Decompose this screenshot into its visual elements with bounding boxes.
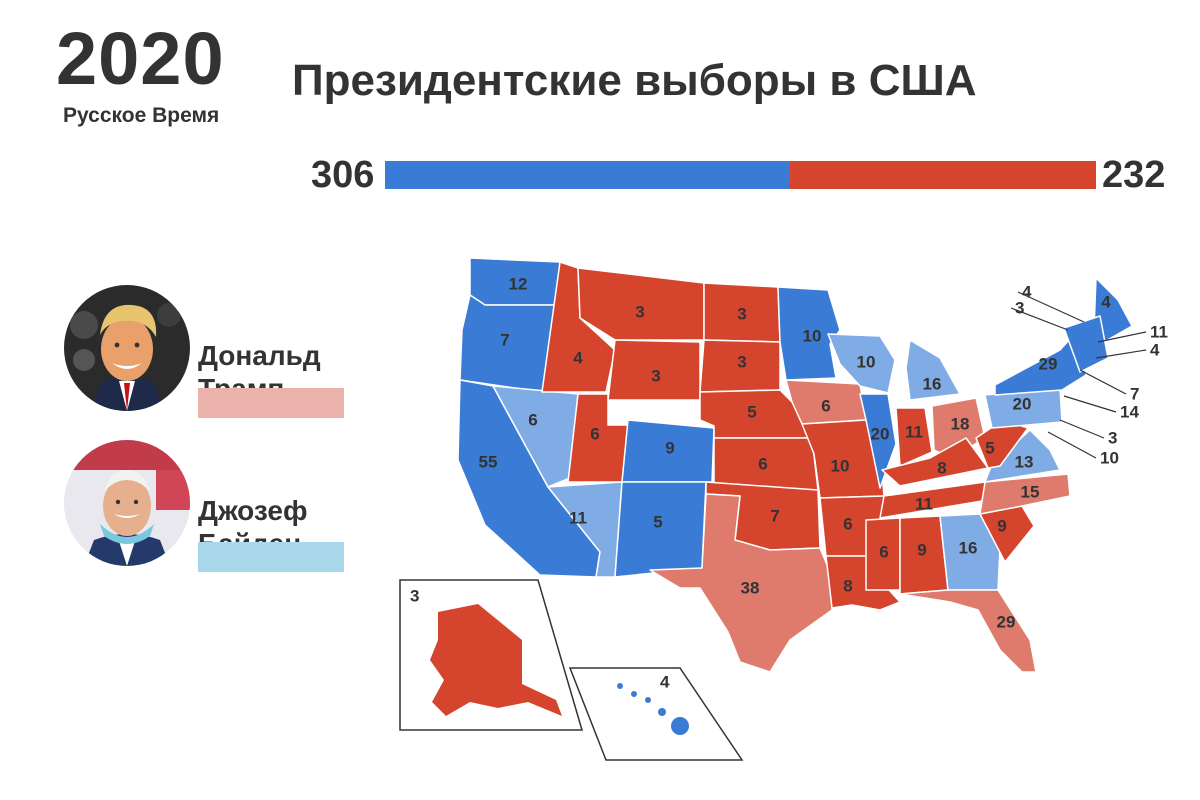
electoral-votes-ks: 6 <box>758 455 767 474</box>
electoral-votes-nd: 3 <box>737 305 746 324</box>
electoral-votes-nm: 5 <box>653 513 662 532</box>
electoral-votes-nh: 4 <box>1022 283 1032 302</box>
electoral-votes-la: 8 <box>843 577 852 596</box>
electoral-votes-nj: 14 <box>1120 403 1139 422</box>
electoral-votes-ky: 8 <box>937 459 946 478</box>
electoral-votes-ca: 55 <box>479 453 498 472</box>
biden-first-name: Джозеф <box>198 495 308 526</box>
electoral-votes-id: 4 <box>573 349 583 368</box>
electoral-votes-ms: 6 <box>879 543 888 562</box>
hawaii-island-3 <box>645 697 651 703</box>
callout-line-de <box>1059 419 1105 439</box>
electoral-votes-ak: 3 <box>410 587 419 606</box>
electoral-votes-vt: 3 <box>1015 299 1024 318</box>
electoral-votes-va: 13 <box>1015 453 1034 472</box>
electoral-votes-pa: 20 <box>1013 395 1032 414</box>
electoral-votes-ia: 6 <box>821 397 830 416</box>
callout-line-ma <box>1097 331 1147 343</box>
electoral-votes-ok: 7 <box>770 507 779 526</box>
trump-name: Дональд Трамп <box>198 340 321 406</box>
state-tx <box>649 493 833 673</box>
biden-avatar <box>64 440 190 566</box>
electoral-votes-wy: 3 <box>651 367 660 386</box>
electoral-votes-hi: 4 <box>660 673 670 692</box>
electoral-votes-sc: 9 <box>997 517 1006 536</box>
electoral-votes-de: 3 <box>1108 429 1117 448</box>
hawaii-island-2 <box>631 691 637 697</box>
electoral-votes-md: 10 <box>1100 449 1119 468</box>
hawaii-island-5 <box>671 717 689 735</box>
trump-avatar <box>64 285 190 411</box>
electoral-votes-ny: 29 <box>1039 355 1058 374</box>
map-insets <box>399 579 744 761</box>
brand-label: Русское Время <box>63 104 220 127</box>
trump-first-name: Дональд <box>198 340 321 371</box>
electoral-votes-sd: 3 <box>737 353 746 372</box>
hawaii-island-1 <box>617 683 623 689</box>
hawaii-inset-frame <box>568 667 744 761</box>
state-in <box>895 407 933 467</box>
electoral-votes-me: 4 <box>1101 293 1111 312</box>
state-mt <box>577 267 705 341</box>
state-fl <box>899 589 1037 673</box>
state-il <box>859 393 897 489</box>
electoral-votes-ga: 16 <box>959 539 978 558</box>
electoral-votes-mo: 10 <box>831 457 850 476</box>
electoral-votes-or: 7 <box>500 331 509 350</box>
page-title: Президентские выборы в США <box>292 56 977 105</box>
electoral-votes-nv: 6 <box>528 411 537 430</box>
electoral-votes-mi: 16 <box>923 375 942 394</box>
electoral-votes-tx: 38 <box>741 579 760 598</box>
electoral-votes-nc: 15 <box>1021 483 1040 502</box>
electoral-votes-ut: 6 <box>590 425 599 444</box>
electoral-votes-co: 9 <box>665 439 674 458</box>
electoral-votes-az: 11 <box>569 509 587 528</box>
electoral-votes-oh: 18 <box>951 415 970 434</box>
electoral-votes-ma: 11 <box>1150 323 1168 342</box>
electoral-votes-wa: 12 <box>509 275 528 294</box>
state-va <box>984 429 1061 483</box>
state-ny <box>994 329 1087 396</box>
year-heading: 2020 <box>56 17 225 100</box>
state-shapes <box>457 257 1133 673</box>
electoral-votes-ar: 6 <box>843 515 852 534</box>
electoral-votes-ri: 4 <box>1150 341 1160 360</box>
electoral-votes-al: 9 <box>917 541 926 560</box>
callout-line-nh <box>1017 291 1085 323</box>
state-az <box>547 481 623 578</box>
state-ak <box>430 604 562 716</box>
trump-color-swatch <box>198 388 344 418</box>
state-wi <box>827 333 896 394</box>
state-mi <box>905 339 961 401</box>
state-ky <box>881 437 989 487</box>
state-ga <box>939 513 1001 591</box>
electoral-votes-in: 11 <box>905 423 923 442</box>
electoral-votes-mn: 10 <box>803 327 822 346</box>
callout-line-ri <box>1095 349 1147 359</box>
callout-line-nj <box>1063 395 1117 413</box>
hawaii-island-4 <box>658 708 666 716</box>
biden-color-swatch <box>198 542 344 572</box>
electoral-votes-ct: 7 <box>1130 385 1139 404</box>
electoral-votes-wi: 10 <box>857 353 876 372</box>
callout-line-vt <box>1010 307 1069 331</box>
electoral-votes-il: 20 <box>871 425 890 444</box>
electoral-votes-ne: 5 <box>747 403 756 422</box>
electoral-votes-tn: 11 <box>915 495 933 514</box>
electoral-votes-fl: 29 <box>997 613 1016 632</box>
trump-vote-count: 232 <box>1102 154 1166 196</box>
trump-bar-segment <box>789 161 1096 189</box>
electoral-vote-bar <box>385 161 1096 189</box>
callout-line-ct <box>1079 369 1127 395</box>
biden-vote-count: 306 <box>311 154 375 196</box>
electoral-votes-wv: 5 <box>985 439 994 458</box>
biden-bar-segment <box>385 161 790 189</box>
electoral-votes-mt: 3 <box>635 303 644 322</box>
callout-line-md <box>1047 431 1097 459</box>
state-nc <box>979 473 1071 515</box>
state-mn <box>777 286 841 381</box>
